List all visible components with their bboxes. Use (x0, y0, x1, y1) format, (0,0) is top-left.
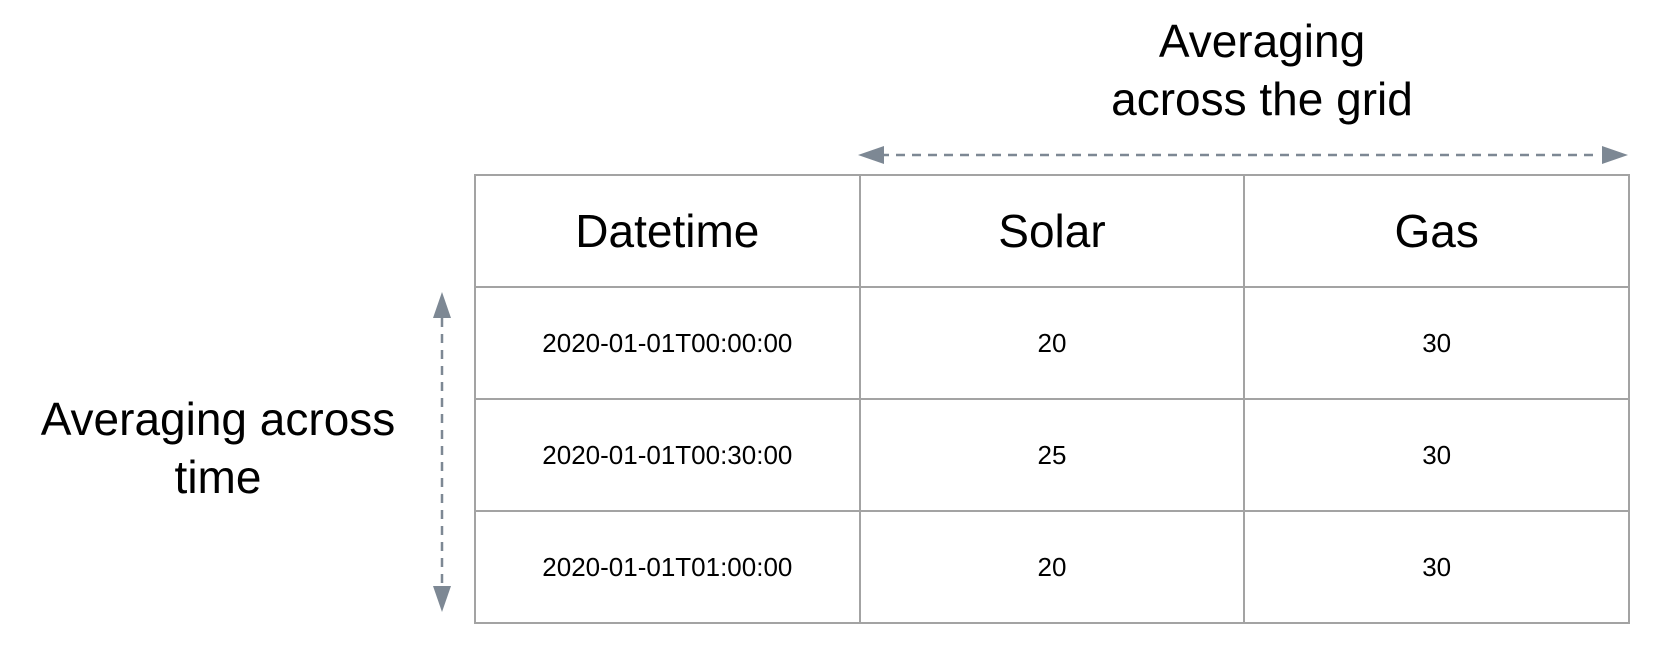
cell-gas: 30 (1243, 286, 1630, 400)
cell-solar: 20 (858, 510, 1246, 624)
grid-averaging-label-line-1: Averaging (1158, 15, 1366, 67)
cell-datetime: 2020-01-01T00:30:00 (474, 398, 861, 512)
cell-datetime: 2020-01-01T00:00:00 (474, 286, 861, 400)
column-header-datetime: Datetime (474, 174, 861, 288)
grid-averaging-label: Averaging across the grid (1042, 12, 1482, 128)
time-averaging-label: Averaging across time (0, 390, 436, 506)
column-header-gas: Gas (1243, 174, 1630, 288)
table-row: 2020-01-01T00:00:00 20 30 (474, 286, 1630, 400)
table-row: 2020-01-01T00:30:00 25 30 (474, 398, 1630, 512)
arrow-right-head-icon (1602, 146, 1628, 164)
cell-gas: 30 (1243, 398, 1630, 512)
arrow-left-head-icon (858, 146, 884, 164)
time-averaging-label-line-2: time (174, 451, 262, 503)
grid-averaging-label-line-2: across the grid (1111, 73, 1413, 125)
column-header-solar: Solar (858, 174, 1246, 288)
cell-solar: 20 (858, 286, 1246, 400)
arrow-down-head-icon (433, 586, 451, 612)
cell-datetime: 2020-01-01T01:00:00 (474, 510, 861, 624)
table-row: 2020-01-01T01:00:00 20 30 (474, 510, 1630, 624)
cell-solar: 25 (858, 398, 1246, 512)
horizontal-double-arrow (858, 146, 1628, 164)
cell-gas: 30 (1243, 510, 1630, 624)
arrow-up-head-icon (433, 292, 451, 318)
time-averaging-label-line-1: Averaging across (40, 393, 396, 445)
data-table: Datetime Solar Gas 2020-01-01T00:00:00 2… (474, 174, 1630, 624)
table-header-row: Datetime Solar Gas (474, 174, 1630, 288)
vertical-double-arrow (433, 292, 451, 612)
